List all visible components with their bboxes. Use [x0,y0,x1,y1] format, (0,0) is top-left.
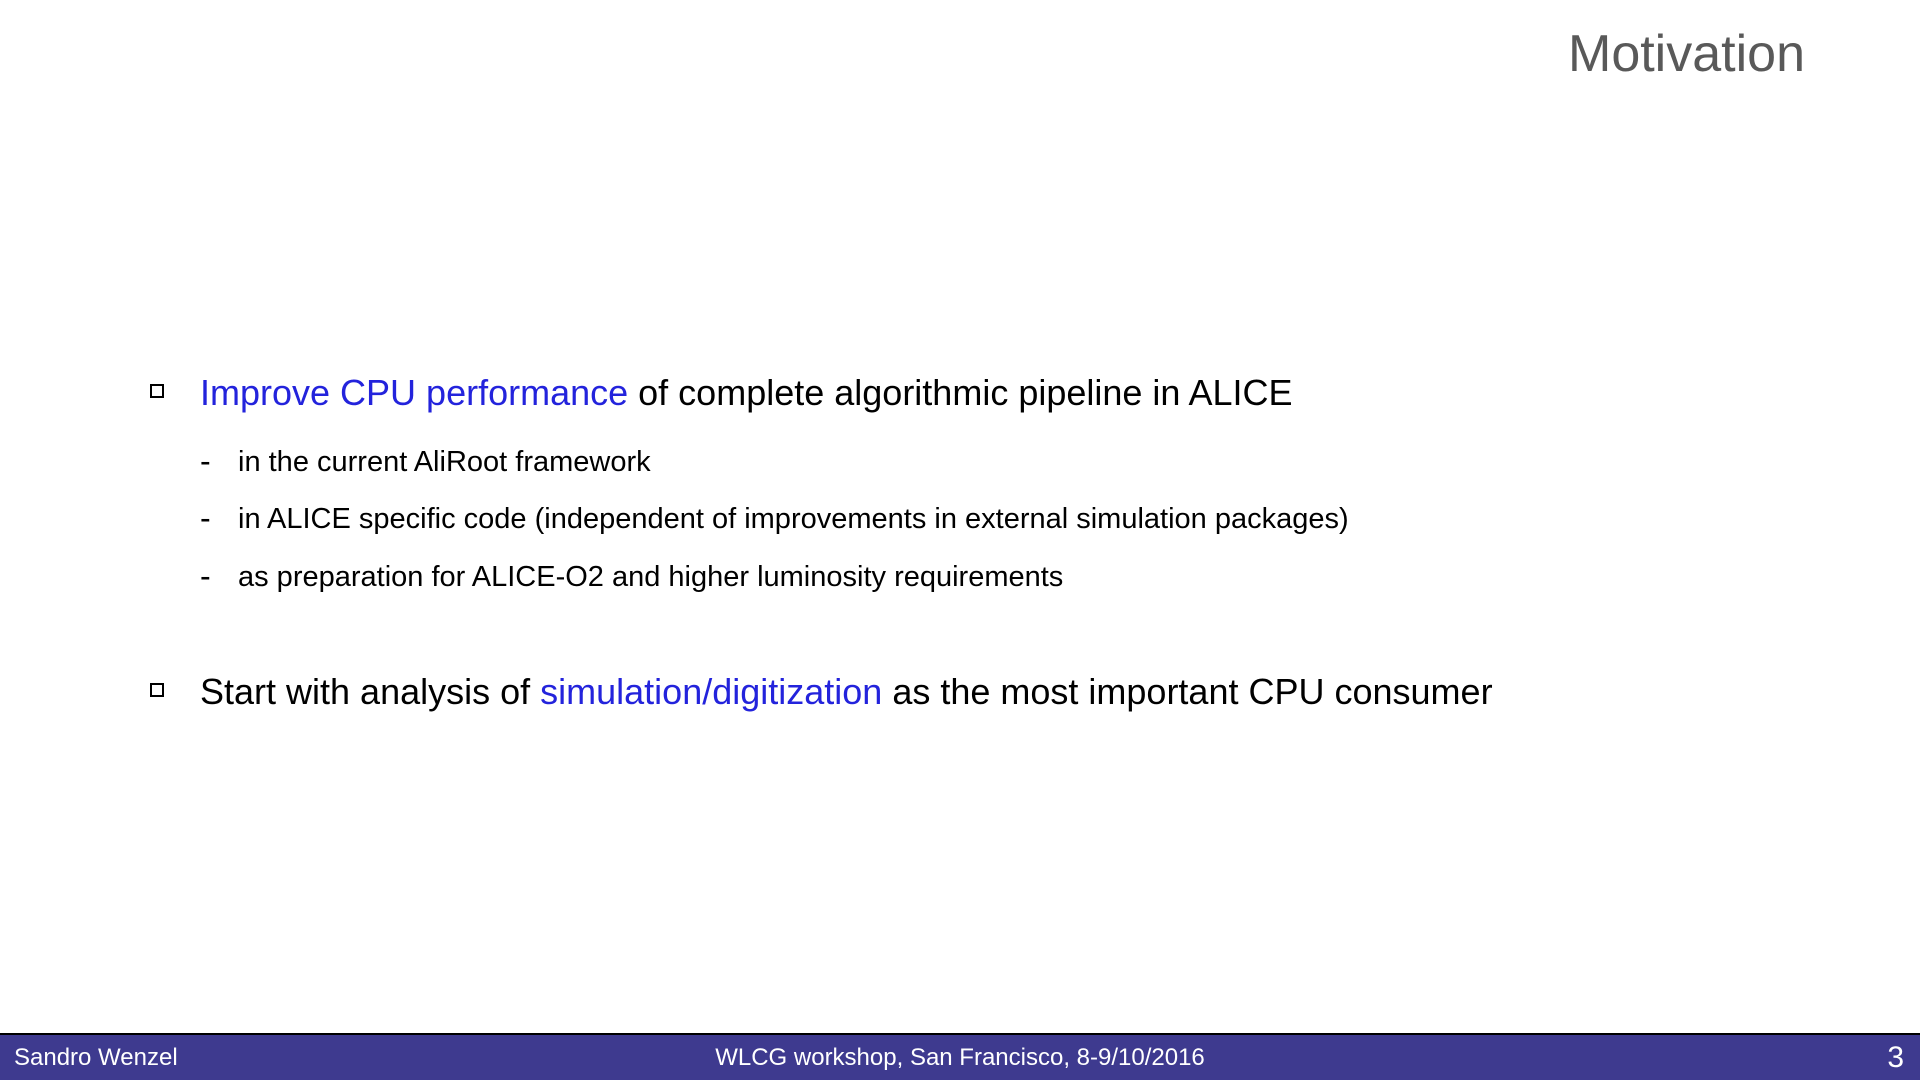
highlight-text: simulation/digitization [540,671,882,712]
sub-bullet-text: as preparation for ALICE-O2 and higher l… [238,556,1063,600]
square-bullet-icon [150,683,164,697]
bullet-item: Start with analysis of simulation/digiti… [150,669,1820,716]
square-bullet-icon [150,384,164,398]
slide-title: Motivation [1568,24,1805,84]
sub-bullet-text: in ALICE specific code (independent of i… [238,498,1349,542]
bullet-text: Improve CPU performance of complete algo… [200,370,1293,417]
slide-footer: Sandro Wenzel WLCG workshop, San Francis… [0,1033,1920,1080]
sub-bullet-item: - in the current AliRoot framework [200,441,1820,485]
slide-content: Improve CPU performance of complete algo… [150,370,1820,740]
sub-bullet-item: - as preparation for ALICE-O2 and higher… [200,556,1820,600]
dash-icon: - [200,441,218,483]
bullet-text: Start with analysis of simulation/digiti… [200,669,1493,716]
dash-icon: - [200,556,218,598]
sub-bullet-item: - in ALICE specific code (independent of… [200,498,1820,542]
sub-bullet-list: - in the current AliRoot framework - in … [200,441,1820,600]
bullet-text-part: of complete algorithmic pipeline in ALIC… [628,372,1292,413]
footer-event: WLCG workshop, San Francisco, 8-9/10/201… [715,1044,1205,1072]
bullet-item: Improve CPU performance of complete algo… [150,370,1820,417]
footer-page-number: 3 [1887,1041,1904,1075]
dash-icon: - [200,498,218,540]
bullet-text-part: as the most important CPU consumer [882,671,1492,712]
highlight-text: Improve CPU performance [200,372,628,413]
footer-author: Sandro Wenzel [14,1044,178,1072]
bullet-text-part: Start with analysis of [200,671,540,712]
sub-bullet-text: in the current AliRoot framework [238,441,651,485]
